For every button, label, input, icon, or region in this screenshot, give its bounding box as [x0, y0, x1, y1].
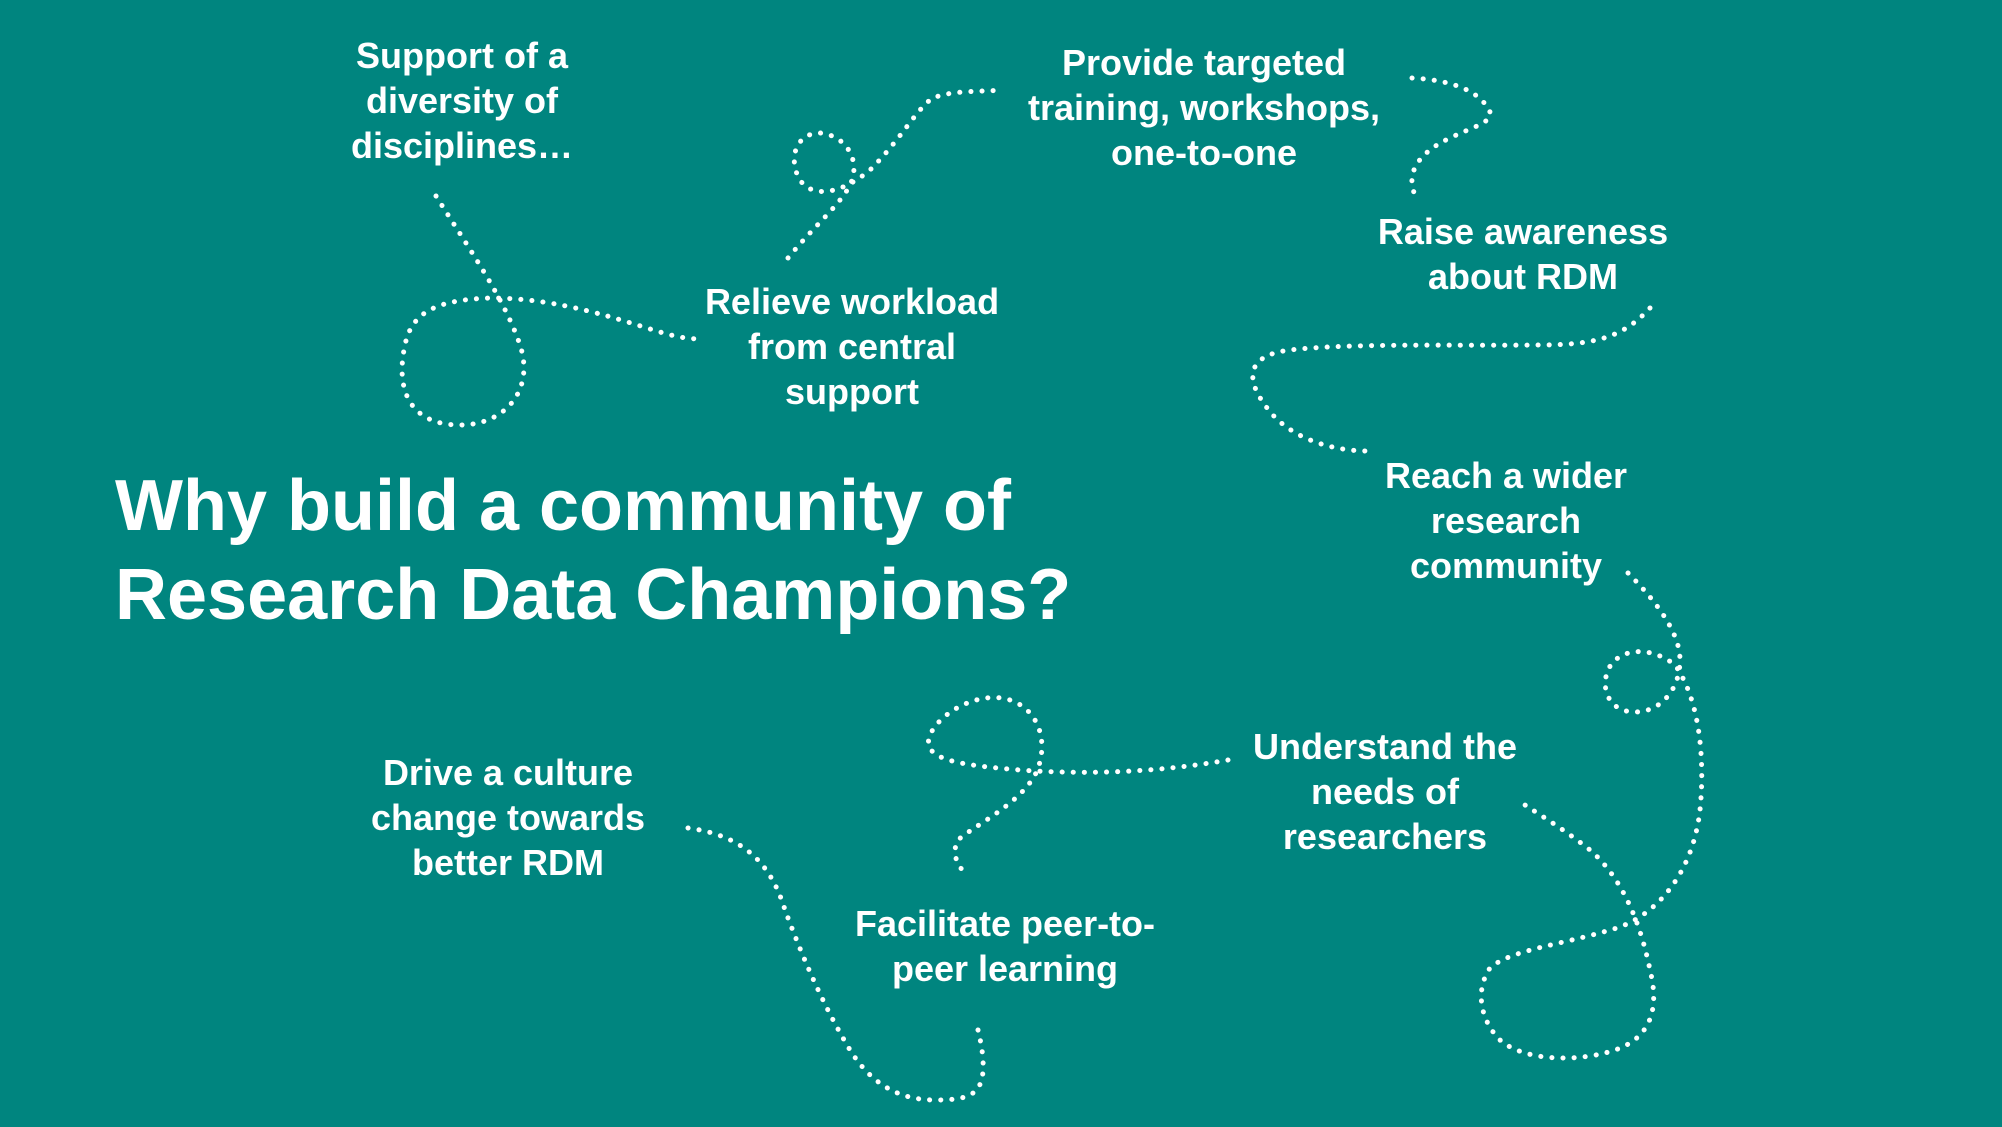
reason-line: Reach a wider — [1384, 455, 1628, 496]
reason-line: Relieve workload — [704, 281, 1000, 322]
reason-line: Facilitate peer-to- — [854, 903, 1156, 944]
reason-targeted-training: Provide targeted training, workshops, on… — [1028, 40, 1380, 175]
reason-line: change towards — [370, 797, 646, 838]
dotted-path-relieve-to-training — [785, 87, 1005, 261]
slide-title-line-2: Research Data Champions? — [115, 555, 1072, 635]
slide-title: Why build a community of Research Data C… — [115, 462, 1071, 640]
dotted-path-culture-to-peer — [685, 825, 986, 1103]
reason-line: research — [1430, 500, 1582, 541]
reason-reach-community: Reach a wider research community — [1385, 453, 1627, 588]
reason-line: Support of a — [356, 35, 568, 76]
reason-line: one-to-one — [1111, 132, 1297, 173]
reason-line: disciplines… — [350, 125, 574, 166]
slide-title-line-1: Why build a community of — [115, 466, 1011, 546]
reason-line: Understand the — [1252, 726, 1518, 767]
reason-understand-needs: Understand the needs of researchers — [1253, 724, 1517, 859]
reason-line: Provide targeted — [1061, 42, 1347, 83]
dotted-path-support-to-relieve — [399, 193, 705, 428]
reason-line: Drive a culture — [382, 752, 634, 793]
reason-line: training, workshops, — [1027, 87, 1381, 128]
reason-line: needs of — [1310, 771, 1460, 812]
reason-line: about RDM — [1428, 256, 1618, 297]
reason-line: community — [1409, 545, 1603, 586]
reason-line: peer learning — [891, 948, 1119, 989]
reason-peer-learning: Facilitate peer-to- peer learning — [855, 901, 1155, 991]
reason-line: diversity of — [365, 80, 559, 121]
reason-line: from central — [747, 326, 957, 367]
reason-support-diversity: Support of a diversity of disciplines… — [351, 33, 573, 168]
dotted-path-training-to-awareness — [1409, 75, 1493, 198]
reason-line: researchers — [1282, 816, 1488, 857]
dotted-path-needs-to-peer — [926, 695, 1231, 878]
reason-raise-awareness: Raise awareness about RDM — [1378, 209, 1668, 299]
reason-line: Raise awareness — [1377, 211, 1669, 252]
reason-line: better RDM — [411, 842, 604, 883]
reason-culture-change: Drive a culture change towards better RD… — [371, 750, 645, 885]
dotted-path-awareness-to-reach — [1250, 305, 1653, 454]
reason-line: support — [785, 371, 919, 412]
reason-relieve-workload: Relieve workload from central support — [705, 279, 999, 414]
